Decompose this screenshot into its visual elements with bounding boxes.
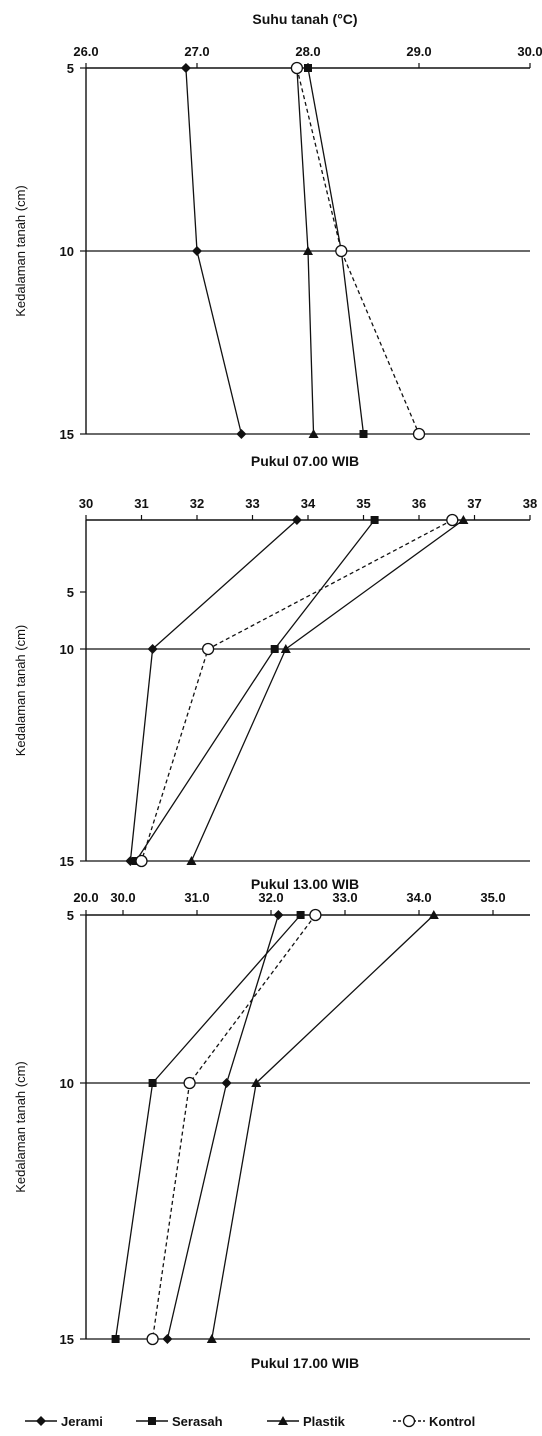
- y-tick-label: 10: [60, 642, 74, 657]
- x-tick-label: 35: [356, 496, 370, 511]
- data-point-jerami: [180, 63, 191, 73]
- data-point-kontrol: [290, 61, 304, 75]
- x-tick-label: 35.0: [480, 890, 505, 905]
- y-tick-label: 5: [67, 585, 74, 600]
- x-tick-label: 32.0: [258, 890, 283, 905]
- y-tick-label: 15: [60, 427, 74, 442]
- data-point-jerami: [147, 644, 158, 654]
- x-tick-label: 30.0: [110, 890, 135, 905]
- data-point-plastik: [206, 1334, 217, 1343]
- x-tick-label: 31: [134, 496, 148, 511]
- series-line-serasah: [135, 519, 376, 862]
- data-point-plastik: [251, 1078, 262, 1087]
- x-tick-label: 33: [245, 496, 259, 511]
- legend-marker-serasah: [148, 1417, 156, 1425]
- x-tick-label: 36: [412, 496, 426, 511]
- data-point-serasah: [304, 64, 312, 72]
- legend-marker-jerami: [36, 1416, 46, 1426]
- x-tick-label: 34.0: [406, 890, 431, 905]
- x-tick-label: 28.0: [295, 44, 320, 59]
- series-line-serasah: [114, 914, 302, 1340]
- x-tick-label: 29.0: [406, 44, 431, 59]
- x-tick-label: 34: [301, 496, 316, 511]
- x-tick-label: 20.0: [73, 890, 98, 905]
- y-tick-label: 10: [60, 244, 74, 259]
- data-point-serasah: [148, 1079, 157, 1087]
- data-point-jerami: [273, 910, 284, 920]
- legend-label-plastik: Plastik: [303, 1414, 346, 1429]
- legend-marker-plastik: [278, 1416, 288, 1425]
- x-tick-label: 32: [190, 496, 204, 511]
- legend-label-kontrol: Kontrol: [429, 1414, 475, 1429]
- data-point-jerami: [291, 515, 302, 525]
- x-tick-label: 38: [523, 496, 537, 511]
- chart-panels: 26.0 27.0 28.0 29.0 30.0 5 10 15 Kedalaman tanah…: [13, 44, 542, 1371]
- data-point-plastik: [303, 246, 313, 255]
- data-point-serasah: [370, 516, 379, 524]
- data-point-jerami: [236, 429, 247, 439]
- series-line-plastik: [190, 519, 464, 862]
- data-point-kontrol: [135, 854, 148, 868]
- data-point-plastik: [280, 644, 291, 653]
- data-point-kontrol: [446, 513, 459, 527]
- y-tick-label: 10: [60, 1076, 74, 1091]
- data-point-jerami: [192, 246, 202, 256]
- data-point-plastik: [458, 515, 469, 524]
- y-tick-label: 5: [67, 61, 74, 76]
- data-point-jerami: [221, 1078, 232, 1088]
- data-point-kontrol: [183, 1076, 196, 1090]
- series-line-kontrol: [140, 519, 453, 862]
- data-point-plastik: [428, 910, 439, 919]
- data-point-kontrol: [309, 908, 322, 922]
- panel-time-label: Pukul 17.00 WIB: [251, 1355, 359, 1371]
- legend-label-jerami: Jerami: [61, 1414, 103, 1429]
- data-point-kontrol: [412, 427, 426, 441]
- y-axis-label: Kedalaman tanah (cm): [13, 1061, 28, 1193]
- x-tick-label: 37: [467, 496, 481, 511]
- data-point-serasah: [270, 645, 279, 653]
- series-line-kontrol: [151, 914, 316, 1340]
- data-point-plastik: [186, 856, 197, 865]
- panel-time-label: Pukul 07.00 WIB: [251, 453, 359, 469]
- y-axis-label: Kedalaman tanah (cm): [13, 185, 28, 317]
- x-tick-label: 30: [79, 496, 93, 511]
- figure-title: Suhu tanah (°C): [252, 11, 357, 27]
- data-point-kontrol: [201, 642, 215, 656]
- data-point-plastik: [308, 429, 319, 438]
- chart-panel-3: 20.0 30.0 31.0 32.0 33.0 34.0 35.0 5 10 15 Kedalam…: [13, 890, 530, 1371]
- legend-marker-kontrol: [402, 1414, 416, 1428]
- x-tick-label: 33.0: [332, 890, 357, 905]
- legend-label-serasah: Serasah: [172, 1414, 223, 1429]
- x-tick-label: 30.0: [517, 44, 542, 59]
- data-point-serasah: [359, 430, 368, 438]
- x-tick-label: 26.0: [73, 44, 98, 59]
- data-point-kontrol: [146, 1332, 159, 1346]
- x-tick-label: 27.0: [184, 44, 209, 59]
- y-axis-label: Kedalaman tanah (cm): [13, 625, 28, 757]
- data-point-kontrol: [335, 244, 348, 258]
- data-point-serasah: [296, 911, 305, 919]
- y-tick-label: 15: [60, 854, 74, 869]
- chart-panel-2: 30 31 32 33 34 35 36 37 38 5 10 15 Kedalaman tanah (…: [13, 496, 537, 892]
- data-point-jerami: [162, 1334, 173, 1344]
- panel-time-label: Pukul 13.00 WIB: [251, 876, 359, 892]
- data-point-serasah: [111, 1335, 120, 1343]
- y-tick-label: 15: [60, 1332, 74, 1347]
- legend: Jerami Serasah Plastik Kontrol: [25, 1414, 475, 1429]
- chart-panel-1: 26.0 27.0 28.0 29.0 30.0 5 10 15 Kedalaman tanah…: [13, 44, 542, 469]
- x-tick-label: 31.0: [184, 890, 209, 905]
- y-tick-label: 5: [67, 908, 74, 923]
